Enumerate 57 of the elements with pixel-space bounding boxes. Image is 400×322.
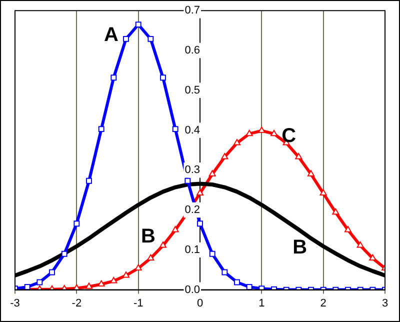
x-tick-label: 1 [258,297,265,310]
point [208,170,216,176]
point [135,22,142,28]
x-tick-label: -2 [72,297,82,310]
point [307,170,315,176]
point [356,242,364,248]
point [160,74,166,81]
point [234,279,240,286]
point [209,250,216,257]
annotation: A [104,24,118,46]
point [172,126,178,132]
point [148,36,154,42]
point [320,189,327,196]
point [369,254,376,261]
point [344,226,352,232]
x-tick-label: 0 [196,297,204,310]
y-tick-label: 0.7 [184,4,200,17]
y-tick-label: 0.3 [184,164,200,176]
point [332,208,340,215]
point [258,126,266,133]
point [246,284,252,290]
point [147,254,154,261]
point [36,279,43,286]
point [74,220,80,227]
point [246,130,253,136]
point [49,269,55,276]
y-tick-label: 0.0 [184,284,200,296]
point [221,152,228,160]
point [85,282,93,289]
point [110,74,117,81]
point [61,250,68,257]
x-tick-label: 3 [382,297,388,310]
annotation: B [292,236,308,258]
y-tick-label: 0.2 [184,204,200,216]
point [270,130,278,136]
y-tick-label: 0.4 [184,124,200,136]
point [98,126,104,132]
point [295,152,302,160]
y-tick-label: 0.1 [184,244,200,256]
point [98,280,105,286]
point [172,226,179,232]
y-tick-label: 0.6 [184,44,200,57]
x-tick-label: -1 [133,297,144,310]
y-tick-label: 0.5 [184,84,200,96]
point [159,242,167,248]
point [134,264,142,271]
x-tick-label: -3 [10,297,20,310]
point [233,139,241,146]
point [197,220,203,227]
point [222,269,228,276]
annotation: C [282,124,296,147]
point [110,277,118,284]
x-tick-label: 2 [320,297,326,310]
point [86,178,92,184]
annotation: B [140,225,156,248]
point [123,36,129,42]
point [184,178,191,184]
